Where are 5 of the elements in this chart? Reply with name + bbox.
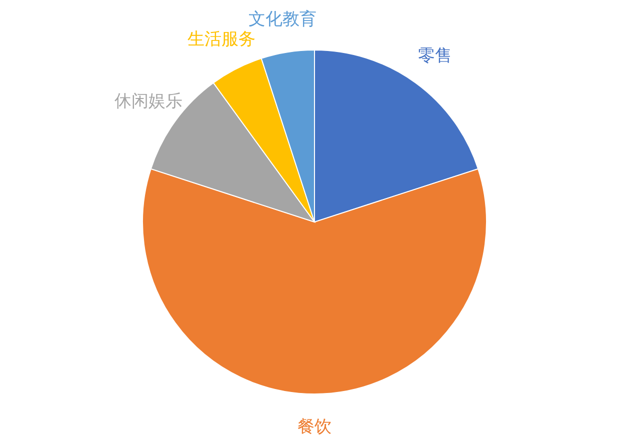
slice-label: 生活服务 [187,29,256,50]
slice-label: 文化教育 [248,10,316,30]
slice-label: 休闲娱乐 [114,92,183,112]
slice-label: 餐饮 [298,417,332,437]
slice-label: 零售 [418,46,452,66]
